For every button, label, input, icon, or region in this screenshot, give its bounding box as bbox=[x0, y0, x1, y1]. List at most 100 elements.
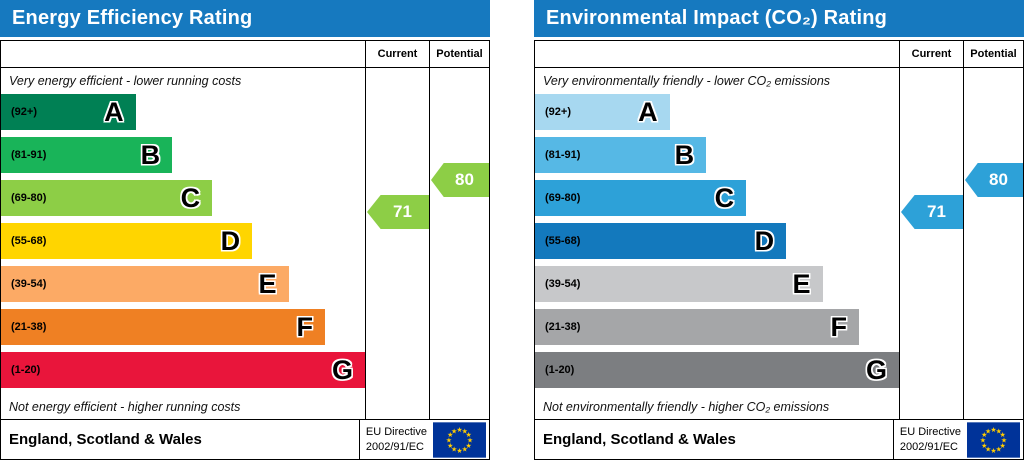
band-letter: E bbox=[258, 268, 277, 299]
band-bar-d: (55-68) D bbox=[535, 223, 787, 259]
bottom-note: Not energy efficient - higher running co… bbox=[9, 400, 241, 414]
chart-footer: England, Scotland & Wales EU Directive 2… bbox=[1, 419, 489, 459]
svg-text:★: ★ bbox=[462, 445, 468, 453]
band-range-label: (1-20) bbox=[545, 364, 575, 376]
band-row-f: (21-38) F bbox=[535, 309, 899, 352]
eu-flag-icon: ★★★★★★★★★★★★ bbox=[433, 421, 486, 458]
svg-text:★: ★ bbox=[451, 427, 457, 435]
band-row-e: (39-54) E bbox=[535, 266, 899, 309]
energy-efficiency-chart: Energy Efficiency Rating Current Potenti… bbox=[0, 0, 490, 460]
band-range-label: (21-38) bbox=[11, 321, 47, 333]
band-letter: E bbox=[792, 268, 811, 299]
chart-table: Current Potential Very energy efficient … bbox=[0, 40, 490, 460]
band-bar-f: (21-38) F bbox=[1, 309, 325, 345]
band-bar-b: (81-91) B bbox=[1, 137, 173, 173]
potential-column: 80 bbox=[963, 68, 1023, 419]
footer-directive: EU Directive 2002/91/EC ★ ★ ★ ★ ★ ★ ★ ★ ★ ★ ★ ★ bbox=[892, 420, 1023, 459]
footer-region: England, Scotland & Wales bbox=[543, 431, 736, 448]
band-range-label: (81-91) bbox=[11, 149, 47, 161]
band-bar-c: (69-80) C bbox=[1, 180, 213, 216]
chart-body: Very environmentally friendly - lower CO… bbox=[535, 68, 1023, 419]
band-area: Very environmentally friendly - lower CO… bbox=[535, 68, 899, 419]
svg-text:★: ★ bbox=[451, 445, 457, 453]
directive-text: EU Directive 2002/91/EC bbox=[900, 425, 961, 454]
band-row-e: (39-54) E bbox=[1, 266, 365, 309]
band-bar-e: (39-54) E bbox=[1, 266, 289, 302]
band-letter: C bbox=[714, 182, 735, 213]
band-letter: D bbox=[220, 225, 241, 256]
potential-column: 80 bbox=[429, 68, 489, 419]
svg-text:★: ★ bbox=[1001, 436, 1007, 444]
top-note: Very energy efficient - lower running co… bbox=[9, 74, 242, 88]
band-row-d: (55-68) D bbox=[535, 223, 899, 266]
band-row-g: (1-20) G bbox=[1, 352, 365, 395]
band-range-label: (55-68) bbox=[545, 235, 581, 247]
band-range-label: (1-20) bbox=[11, 364, 41, 376]
band-letter: G bbox=[331, 354, 353, 385]
band-range-label: (21-38) bbox=[545, 321, 581, 333]
column-headers: Current Potential bbox=[535, 41, 1023, 68]
band-range-label: (92+) bbox=[11, 106, 37, 118]
bands: (92+) A (81-91) B (69-80) C (55-68) D (39-54) E (2… bbox=[1, 94, 365, 395]
svg-text:★: ★ bbox=[981, 441, 987, 449]
column-header-current: Current bbox=[899, 41, 963, 67]
directive-line1: EU Directive bbox=[365, 426, 427, 439]
column-header-potential: Potential bbox=[429, 41, 489, 67]
eu-flag-icon: ★★★★★★★★★★★★ bbox=[967, 421, 1020, 458]
band-bar-e: (39-54) E bbox=[535, 266, 823, 302]
band-row-d: (55-68) D bbox=[1, 223, 365, 266]
band-range-label: (81-91) bbox=[545, 149, 581, 161]
svg-text:★: ★ bbox=[1000, 431, 1006, 439]
band-row-g: (1-20) G bbox=[535, 352, 899, 395]
band-range-label: (69-80) bbox=[545, 192, 581, 204]
bottom-note: Not environmentally friendly - higher CO… bbox=[543, 400, 830, 414]
band-bar-c: (69-80) C bbox=[535, 180, 747, 216]
column-header-spacer bbox=[1, 41, 365, 67]
current-column: 71 bbox=[365, 68, 429, 419]
current-arrow: 71 bbox=[901, 195, 963, 229]
chart-body: Very energy efficient - lower running co… bbox=[1, 68, 489, 419]
band-letter: B bbox=[674, 139, 695, 170]
directive-line2: 2002/91/EC bbox=[899, 440, 958, 453]
band-bar-a: (92+) A bbox=[535, 94, 670, 130]
svg-text:★: ★ bbox=[985, 427, 991, 435]
band-row-a: (92+) A bbox=[1, 94, 365, 137]
band-area: Very energy efficient - lower running co… bbox=[1, 68, 365, 419]
svg-text:★: ★ bbox=[456, 447, 462, 455]
band-letter: G bbox=[865, 354, 887, 385]
potential-arrow: 80 bbox=[431, 163, 489, 197]
footer-directive: EU Directive 2002/91/EC ★ ★ ★ ★ ★ ★ ★ ★ ★ ★ ★ ★ bbox=[358, 420, 489, 459]
svg-text:★: ★ bbox=[447, 431, 453, 439]
band-row-b: (81-91) B bbox=[1, 137, 365, 180]
svg-text:★: ★ bbox=[981, 431, 987, 439]
band-letter: D bbox=[754, 225, 775, 256]
band-letter: A bbox=[638, 96, 658, 127]
band-range-label: (92+) bbox=[545, 106, 571, 118]
chart-header: Energy Efficiency Rating bbox=[0, 0, 490, 37]
band-range-label: (69-80) bbox=[11, 192, 47, 204]
svg-text:★: ★ bbox=[1000, 441, 1006, 449]
current-arrow: 71 bbox=[367, 195, 429, 229]
chart-title: Environmental Impact (CO₂) Rating bbox=[546, 7, 888, 29]
directive-line1: EU Directive bbox=[899, 426, 961, 439]
bands: (92+) A (81-91) B (69-80) C (55-68) D (39-54) E (2… bbox=[535, 94, 899, 395]
band-row-c: (69-80) C bbox=[535, 180, 899, 223]
band-bar-a: (92+) A bbox=[1, 94, 136, 130]
band-row-a: (92+) A bbox=[535, 94, 899, 137]
potential-arrow: 80 bbox=[965, 163, 1023, 197]
column-headers: Current Potential bbox=[1, 41, 489, 68]
band-range-label: (55-68) bbox=[11, 235, 47, 247]
band-letter: F bbox=[296, 311, 313, 342]
chart-footer: England, Scotland & Wales EU Directive 2… bbox=[535, 419, 1023, 459]
band-letter: A bbox=[104, 96, 124, 127]
band-bar-f: (21-38) F bbox=[535, 309, 859, 345]
top-note: Very environmentally friendly - lower CO… bbox=[543, 74, 831, 88]
band-row-b: (81-91) B bbox=[535, 137, 899, 180]
svg-text:★: ★ bbox=[466, 441, 472, 449]
band-bar-b: (81-91) B bbox=[535, 137, 707, 173]
svg-text:★: ★ bbox=[456, 425, 462, 433]
environmental-impact-chart: Environmental Impact (CO₂) Rating Curren… bbox=[534, 0, 1024, 460]
band-range-label: (39-54) bbox=[11, 278, 47, 290]
column-header-spacer bbox=[535, 41, 899, 67]
column-header-current: Current bbox=[365, 41, 429, 67]
